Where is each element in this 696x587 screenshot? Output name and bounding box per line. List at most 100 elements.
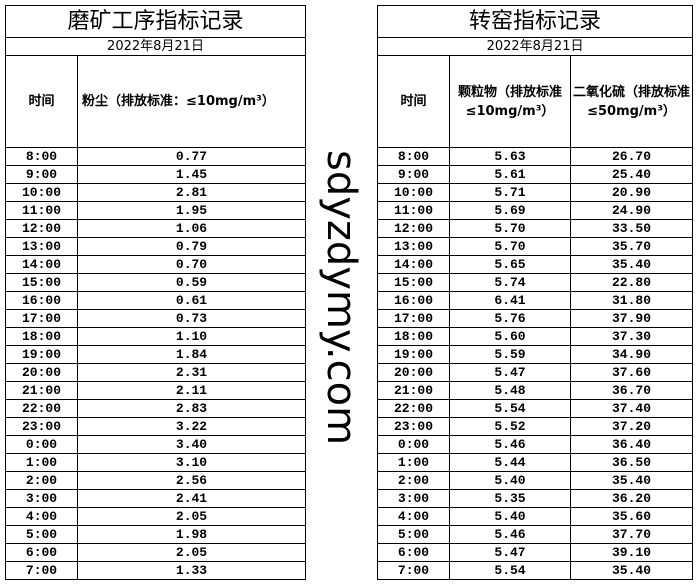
value-cell: 5.69 (449, 201, 571, 220)
header-dust: 粉尘（排放标准：≤10mg/m³） (76, 55, 307, 148)
value-cell: 35.60 (569, 507, 694, 526)
time-cell: 2:00 (5, 471, 78, 490)
header-so2: 二氧化硫（排放标准≤50mg/m³） (569, 55, 694, 148)
table-row: 17:00 5.76 37.90 (377, 309, 694, 328)
time-cell: 5:00 (377, 525, 450, 544)
table-row: 12:00 1.06 (5, 219, 307, 238)
table-row: 2:00 5.40 35.40 (377, 471, 694, 490)
time-cell: 3:00 (377, 489, 450, 508)
time-cell: 23:00 (377, 417, 450, 436)
table-row: 18:00 1.10 (5, 327, 307, 346)
time-cell: 22:00 (377, 399, 450, 418)
value-cell: 37.70 (569, 525, 694, 544)
value-cell: 36.20 (569, 489, 694, 508)
table-row: 11:00 5.69 24.90 (377, 201, 694, 220)
value-cell: 26.70 (569, 147, 694, 166)
time-cell: 5:00 (5, 525, 78, 544)
table-row: 16:00 0.61 (5, 291, 307, 310)
value-cell: 5.74 (449, 273, 571, 292)
time-cell: 12:00 (377, 219, 450, 238)
time-cell: 23:00 (5, 417, 78, 436)
table-row: 1:00 3.10 (5, 453, 307, 472)
time-cell: 0:00 (377, 435, 450, 454)
value-cell: 2.05 (76, 507, 307, 526)
time-cell: 0:00 (5, 435, 78, 454)
value-cell: 5.35 (449, 489, 571, 508)
value-cell: 0.73 (76, 309, 307, 328)
table-row: 13:00 5.70 35.70 (377, 237, 694, 256)
value-cell: 24.90 (569, 201, 694, 220)
time-cell: 16:00 (377, 291, 450, 310)
value-cell: 0.61 (76, 291, 307, 310)
value-cell: 35.40 (569, 471, 694, 490)
time-cell: 16:00 (5, 291, 78, 310)
value-cell: 5.71 (449, 183, 571, 202)
value-cell: 39.10 (569, 543, 694, 562)
value-cell: 2.56 (76, 471, 307, 490)
time-cell: 20:00 (5, 363, 78, 382)
time-cell: 6:00 (377, 543, 450, 562)
table-row: 0:00 5.46 36.40 (377, 435, 694, 454)
table-row: 23:00 3.22 (5, 417, 307, 436)
time-cell: 9:00 (5, 165, 78, 184)
table-date: 2022年8月21日 (376, 37, 694, 56)
value-cell: 37.30 (569, 327, 694, 346)
value-cell: 35.40 (569, 255, 694, 274)
value-cell: 2.11 (76, 381, 307, 400)
value-cell: 5.44 (449, 453, 571, 472)
value-cell: 1.10 (76, 327, 307, 346)
table-row: 15:00 0.59 (5, 273, 307, 292)
table-row: 0:00 3.40 (5, 435, 307, 454)
kiln-record-table: 转窑指标记录 2022年8月21日 时间 颗粒物（排放标准≤10mg/m³） 二氧化… (376, 5, 694, 580)
table-row: 6:00 5.47 39.10 (377, 543, 694, 562)
time-cell: 10:00 (377, 183, 450, 202)
value-cell: 5.47 (449, 363, 571, 382)
value-cell: 5.61 (449, 165, 571, 184)
header-time: 时间 (377, 55, 450, 148)
value-cell: 0.79 (76, 237, 307, 256)
table-row: 12:00 5.70 33.50 (377, 219, 694, 238)
table-title: 转窑指标记录 (376, 5, 694, 38)
table-row: 1:00 5.44 36.50 (377, 453, 694, 472)
table-row: 17:00 0.73 (5, 309, 307, 328)
value-cell: 36.70 (569, 381, 694, 400)
table-row: 19:00 5.59 34.90 (377, 345, 694, 364)
value-cell: 25.40 (569, 165, 694, 184)
table-row: 3:00 5.35 36.20 (377, 489, 694, 508)
value-cell: 1.95 (76, 201, 307, 220)
value-cell: 5.70 (449, 219, 571, 238)
watermark: sdyzdymy.com (318, 150, 364, 446)
value-cell: 36.40 (569, 435, 694, 454)
value-cell: 34.90 (569, 345, 694, 364)
table-row: 9:00 1.45 (5, 165, 307, 184)
time-cell: 21:00 (377, 381, 450, 400)
time-cell: 13:00 (5, 237, 78, 256)
value-cell: 35.40 (569, 561, 694, 580)
value-cell: 2.05 (76, 543, 307, 562)
value-cell: 31.80 (569, 291, 694, 310)
value-cell: 5.52 (449, 417, 571, 436)
table-row: 20:00 5.47 37.60 (377, 363, 694, 382)
value-cell: 5.70 (449, 237, 571, 256)
header-particulate: 颗粒物（排放标准≤10mg/m³） (449, 55, 571, 148)
value-cell: 5.54 (449, 399, 571, 418)
value-cell: 36.50 (569, 453, 694, 472)
value-cell: 0.70 (76, 255, 307, 274)
value-cell: 0.59 (76, 273, 307, 292)
grinding-record-table: 磨矿工序指标记录 2022年8月21日 时间 粉尘（排放标准：≤10mg/m³） … (4, 5, 307, 580)
table-row: 14:00 0.70 (5, 255, 307, 274)
time-cell: 3:00 (5, 489, 78, 508)
value-cell: 2.41 (76, 489, 307, 508)
time-cell: 4:00 (5, 507, 78, 526)
value-cell: 1.84 (76, 345, 307, 364)
value-cell: 5.46 (449, 525, 571, 544)
time-cell: 15:00 (5, 273, 78, 292)
table-row: 8:00 5.63 26.70 (377, 147, 694, 166)
time-cell: 11:00 (377, 201, 450, 220)
value-cell: 5.40 (449, 471, 571, 490)
value-cell: 22.80 (569, 273, 694, 292)
table-row: 7:00 5.54 35.40 (377, 561, 694, 580)
value-cell: 0.77 (76, 147, 307, 166)
table-row: 22:00 5.54 37.40 (377, 399, 694, 418)
table-title: 磨矿工序指标记录 (4, 5, 307, 38)
